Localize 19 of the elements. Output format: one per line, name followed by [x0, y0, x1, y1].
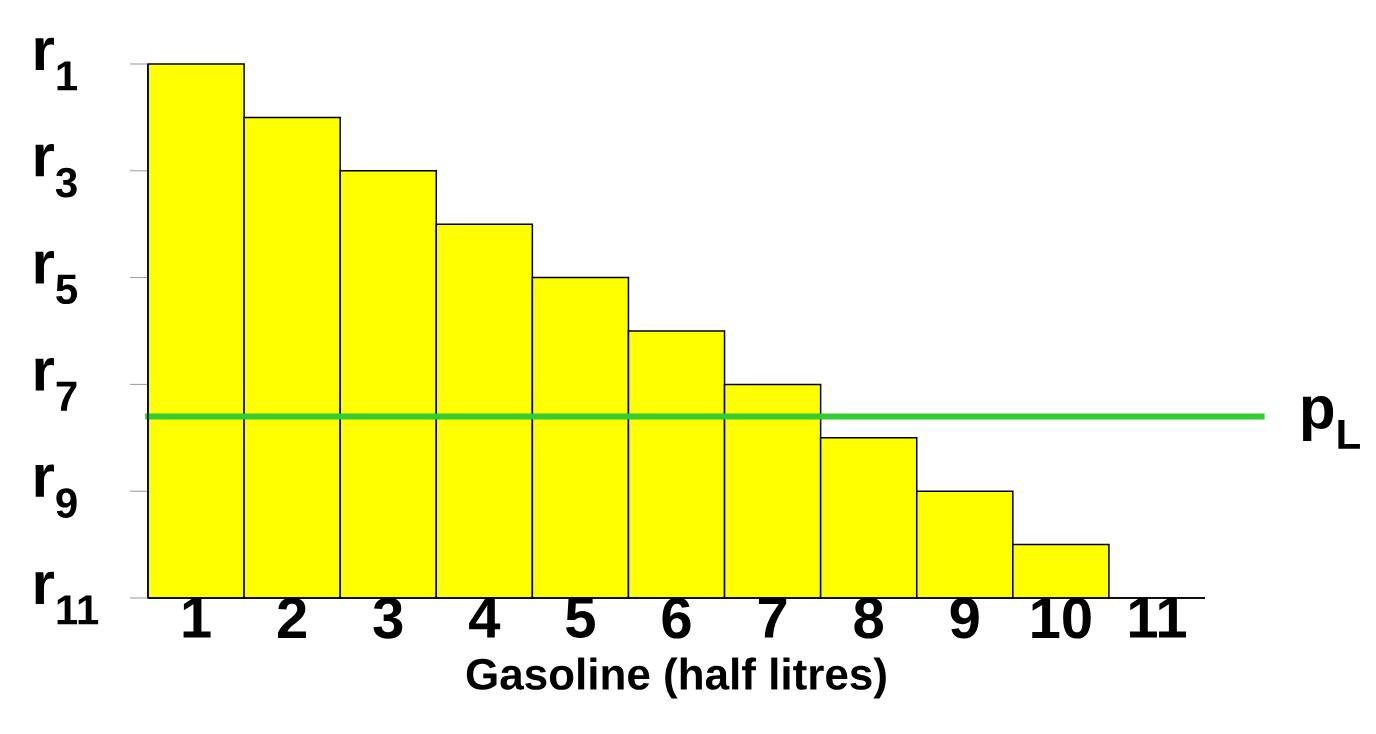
- text: r$_{3}$: [35, 144, 77, 198]
- text: r$_{7}$: [35, 358, 77, 411]
- x-tick-label: 6: [662, 597, 691, 639]
- x-axis-title: Gasoline (half litres): [466, 657, 886, 699]
- x-tick-label: 10: [1032, 597, 1091, 639]
- text: r$_{9}$: [35, 464, 77, 518]
- x-tick-label: 11: [1129, 597, 1187, 638]
- x-tick-label: 1: [183, 597, 211, 638]
- x-tick-label: 5: [566, 597, 595, 638]
- x-tick-label: 9: [950, 597, 979, 639]
- text: r$_{5}$: [35, 251, 78, 305]
- ref-line-label: p$_{L}$: [1302, 396, 1360, 449]
- x-tick-label: 3: [373, 597, 403, 639]
- x-tick-label: 8: [854, 597, 884, 639]
- x-tick-label: 4: [469, 597, 501, 638]
- text: r$_{11}$: [35, 571, 99, 625]
- x-tick-label: 7: [758, 597, 787, 638]
- x-tick-label: 2: [278, 597, 306, 639]
- text: r$_{1}$: [35, 37, 78, 91]
